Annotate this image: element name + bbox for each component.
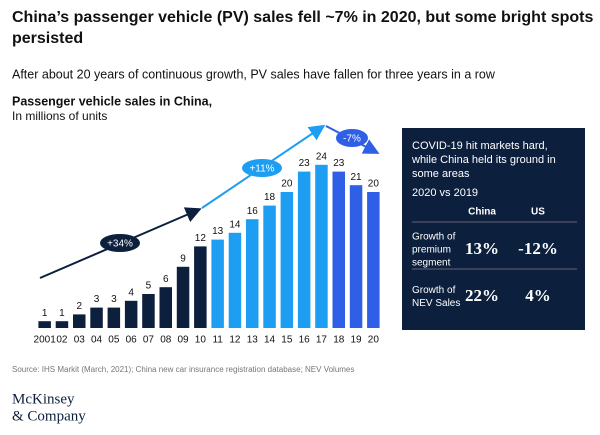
logo: McKinsey xyxy=(12,391,75,407)
value-label: 16 xyxy=(247,206,259,217)
row-label: Growth of xyxy=(412,285,456,296)
x-tick-label: 04 xyxy=(91,335,103,346)
x-tick-label: 09 xyxy=(177,335,189,346)
value-label: 5 xyxy=(146,281,152,292)
bar xyxy=(280,192,294,328)
panel-heading: some areas xyxy=(412,168,470,180)
chart-title: Passenger vehicle sales in China, xyxy=(12,94,212,108)
value-label: 1 xyxy=(59,308,65,319)
row-value: 13% xyxy=(465,239,499,258)
x-tick-label: 10 xyxy=(195,335,207,346)
bar xyxy=(349,185,363,328)
x-tick-label: 12 xyxy=(229,335,241,346)
x-tick-label: 15 xyxy=(281,335,293,346)
row-value: 22% xyxy=(465,286,499,305)
bar xyxy=(211,239,224,328)
annotation-bg xyxy=(336,129,368,147)
bar xyxy=(367,192,380,328)
x-tick-label: 02 xyxy=(56,335,68,346)
x-tick-label: 18 xyxy=(333,335,345,346)
bar xyxy=(142,294,155,328)
units: In millions of units xyxy=(12,109,107,123)
value-label: 3 xyxy=(111,294,117,305)
value-label: 12 xyxy=(195,233,207,244)
row-label: premium xyxy=(412,245,451,256)
bar xyxy=(38,321,51,328)
column-header: China xyxy=(468,207,496,218)
annotation: +34% xyxy=(107,239,133,250)
x-tick-label: 2001 xyxy=(34,335,57,346)
x-tick-label: 13 xyxy=(247,335,259,346)
row-label: NEV Sales xyxy=(412,298,460,309)
row-value: -12% xyxy=(518,239,558,258)
bar xyxy=(176,266,190,328)
value-label: 14 xyxy=(229,219,241,230)
logo: & Company xyxy=(12,408,86,424)
bar xyxy=(159,287,172,328)
x-tick-label: 19 xyxy=(350,335,362,346)
value-label: 9 xyxy=(180,253,186,264)
value-label: 6 xyxy=(163,274,169,285)
bar xyxy=(332,171,345,328)
value-label: 23 xyxy=(299,158,311,169)
bar xyxy=(124,300,138,328)
annotation-bg xyxy=(242,159,282,177)
x-tick-label: 14 xyxy=(264,335,276,346)
bar xyxy=(107,307,121,328)
bar xyxy=(315,164,328,328)
x-tick-label: 20 xyxy=(368,335,380,346)
value-label: 3 xyxy=(94,294,100,305)
value-label: 1 xyxy=(42,308,48,319)
value-label: 20 xyxy=(368,179,380,190)
x-tick-label: 06 xyxy=(126,335,138,346)
annotation-bg xyxy=(100,234,140,252)
title: persisted xyxy=(12,30,83,47)
value-label: 20 xyxy=(281,179,293,190)
bar xyxy=(90,307,103,328)
value-label: 13 xyxy=(212,226,224,237)
value-label: 2 xyxy=(76,301,82,312)
x-tick-label: 03 xyxy=(74,335,86,346)
annotation: +11% xyxy=(249,164,274,175)
x-tick-label: 07 xyxy=(143,335,155,346)
x-tick-label: 08 xyxy=(160,335,172,346)
panel-heading: while China held its ground in xyxy=(411,154,556,166)
value-label: 23 xyxy=(333,158,345,169)
bar xyxy=(263,205,276,328)
value-label: 21 xyxy=(350,172,362,183)
bar xyxy=(246,219,259,328)
value-label: 4 xyxy=(128,287,134,298)
panel xyxy=(402,128,585,330)
value-label: 24 xyxy=(316,151,328,162)
subtitle: After about 20 years of continuous growt… xyxy=(12,67,496,81)
row-label: Growth of xyxy=(412,232,456,243)
row-label: segment xyxy=(412,258,451,269)
bar xyxy=(297,171,311,328)
x-tick-label: 17 xyxy=(316,335,328,346)
row-value: 4% xyxy=(525,286,551,305)
title: China’s passenger vehicle (PV) sales fel… xyxy=(12,9,593,26)
column-header: US xyxy=(531,207,545,218)
bar xyxy=(194,246,207,328)
source: Source: IHS Markit (March, 2021); China … xyxy=(12,365,354,374)
value-label: 18 xyxy=(264,192,276,203)
bar xyxy=(55,321,69,328)
annotation: -7% xyxy=(343,134,361,145)
x-tick-label: 11 xyxy=(212,335,223,346)
bar xyxy=(228,232,242,328)
x-tick-label: 05 xyxy=(108,335,120,346)
bar xyxy=(73,314,86,328)
panel-period: 2020 vs 2019 xyxy=(412,187,478,199)
x-tick-label: 16 xyxy=(299,335,311,346)
panel-heading: COVID-19 hit markets hard, xyxy=(412,140,548,152)
